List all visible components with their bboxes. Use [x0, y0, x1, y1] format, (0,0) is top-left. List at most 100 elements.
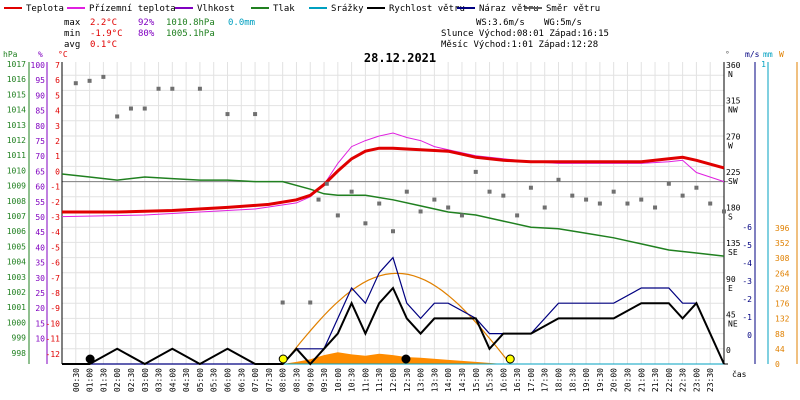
hpa-tick: 1015 [7, 90, 26, 99]
humidity-tick: 55 [35, 198, 45, 207]
left-axes: 1017101610151014101310121011101010091008… [7, 60, 60, 359]
stats-ws: WS:3.6m/s [476, 18, 525, 28]
humidity-tick: 100 [31, 61, 46, 70]
legend-label: Směr větru [546, 4, 600, 14]
stats-avg-label: avg [64, 40, 80, 50]
humidity-tick: 80 [35, 122, 45, 131]
x-tick: 19:30 [596, 368, 605, 392]
stats-block: max 2.2°C 92% 1010.8hPa 0.0mm min -1.9°C… [64, 18, 609, 50]
humidity-tick: 50 [35, 213, 45, 222]
chart-date: 28.12.2021 [364, 51, 436, 65]
ms-tick: 0 [747, 331, 752, 340]
direction-label: N [728, 70, 733, 79]
humidity-tick: 35 [35, 259, 45, 268]
x-tick: 23:00 [692, 368, 701, 392]
temp-tick: 2 [55, 137, 60, 146]
hpa-tick: 1011 [7, 151, 26, 160]
x-tick: 22:30 [679, 368, 688, 392]
humidity-tick: 95 [35, 76, 45, 85]
moonset-marker [401, 354, 411, 364]
legend-label: Přízemní teplota [89, 4, 176, 14]
hpa-tick: 998 [12, 349, 27, 358]
w-tick: 308 [775, 254, 790, 263]
wind-direction-point [197, 86, 202, 91]
x-tick: 05:00 [196, 368, 205, 392]
x-tick: 15:00 [472, 368, 481, 392]
legend-label: Rychlost větru [389, 4, 465, 14]
hpa-tick: 1016 [7, 75, 26, 84]
wind-direction-point [501, 193, 506, 198]
ms-tick: -3 [742, 277, 752, 286]
axis-unit-time: čas [732, 369, 747, 379]
humidity-tick: 20 [35, 304, 45, 313]
x-tick: 23:30 [706, 368, 715, 392]
x-tick: 03:00 [141, 368, 150, 392]
temp-tick: 6 [55, 76, 60, 85]
hpa-tick: 1003 [7, 273, 26, 282]
wind-direction-point [316, 197, 321, 202]
wind-direction-point [377, 201, 382, 206]
stats-max-label: max [64, 18, 81, 28]
wind-direction-point [722, 209, 726, 214]
x-tick: 01:00 [86, 368, 95, 392]
direction-tick: 90 [726, 275, 736, 284]
direction-tick: 180 [726, 204, 741, 213]
temp-tick: 1 [55, 152, 60, 161]
direction-tick: 270 [726, 132, 741, 141]
temp-tick: -4 [50, 228, 60, 237]
temp-tick: -3 [50, 213, 60, 222]
hpa-tick: 1000 [7, 318, 26, 327]
x-tick: 03:30 [155, 368, 164, 392]
direction-tick: 360 [726, 61, 741, 70]
temperature-line [62, 146, 725, 214]
wind-direction-point [432, 197, 437, 202]
wind-direction-point [128, 106, 133, 111]
stats-sun: Slunce Východ:08:01 Západ:16:15 [441, 29, 609, 39]
temp-tick: -1 [50, 183, 60, 192]
pressure-line [61, 173, 725, 257]
legend-label: Tlak [273, 4, 295, 14]
humidity-tick: 45 [35, 228, 45, 237]
x-tick: 16:00 [499, 368, 508, 392]
wind-direction-point [391, 229, 395, 234]
stats-max-press: 1010.8hPa [166, 18, 215, 28]
x-tick: 11:30 [375, 368, 384, 392]
w-tick: 396 [775, 224, 790, 233]
legend-label: Vlhkost [197, 4, 235, 14]
mm-tick: 1 [761, 60, 766, 69]
hpa-tick: 1012 [7, 136, 26, 145]
x-tick: 01:30 [99, 368, 108, 392]
direction-label: NE [728, 319, 738, 328]
stats-max-hum: 92% [138, 18, 155, 28]
temp-tick: -9 [50, 304, 60, 313]
hpa-tick: 1004 [7, 258, 26, 267]
direction-label: SE [728, 248, 738, 257]
wind-direction-point [280, 300, 285, 305]
x-tick: 02:00 [113, 368, 122, 392]
humidity-tick: 70 [35, 152, 45, 161]
stats-avg-temp: 0.1°C [90, 40, 117, 50]
temp-tick: -12 [46, 350, 61, 359]
x-tick: 12:00 [389, 368, 398, 392]
wind-direction-point [335, 213, 340, 218]
humidity-tick: 30 [35, 274, 45, 283]
moonrise-marker [85, 354, 95, 364]
direction-label: E [728, 284, 733, 293]
wind-direction-point [349, 189, 354, 194]
x-tick: 16:30 [513, 368, 522, 392]
temp-tick: -10 [46, 319, 61, 328]
wind-direction-point [653, 205, 658, 210]
wind-direction-point [324, 181, 329, 186]
stats-wg: WG:5m/s [544, 18, 582, 28]
wind-direction-point [156, 86, 161, 91]
hpa-tick: 1005 [7, 242, 26, 251]
wind-direction-point [597, 201, 602, 206]
x-tick: 13:30 [430, 368, 439, 392]
w-tick: 0 [775, 360, 780, 369]
x-tick: 08:30 [292, 368, 301, 392]
axis-unit-mm: mm [763, 50, 773, 59]
ms-tick: -2 [742, 295, 752, 304]
x-tick: 09:00 [306, 368, 315, 392]
x-tick: 15:30 [486, 368, 495, 392]
wind-direction-point [459, 213, 464, 218]
